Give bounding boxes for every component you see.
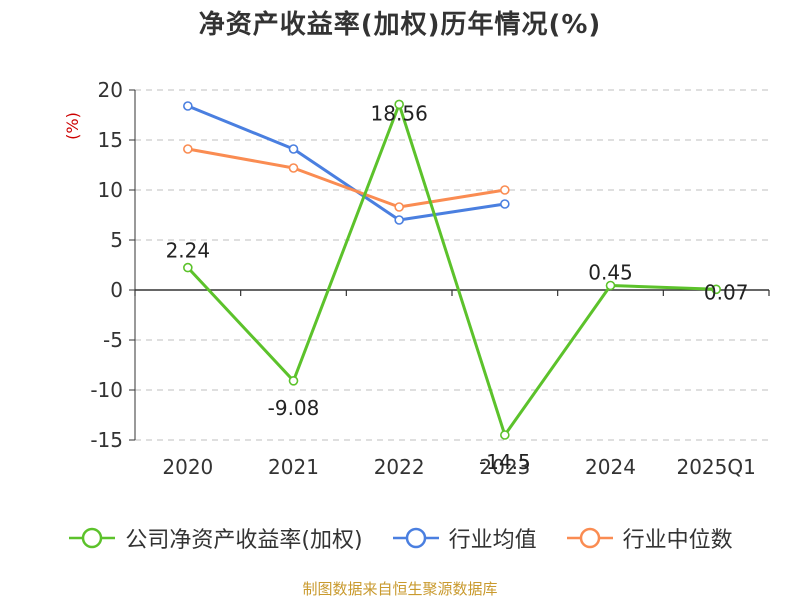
data-label: 0.07 [704, 280, 749, 304]
y-tick-label: -15 [90, 428, 123, 452]
data-point [500, 199, 510, 209]
x-tick-label: 2024 [585, 455, 636, 479]
series-line [187, 147, 506, 209]
data-point [500, 185, 510, 195]
y-tick-label: 20 [98, 78, 123, 102]
series-line [186, 102, 717, 437]
legend-line-marker-icon [392, 527, 439, 549]
data-label: -14.5 [479, 450, 531, 474]
data-point [394, 202, 404, 212]
y-tick-label: 5 [110, 228, 123, 252]
data-point [605, 280, 616, 291]
legend-item-industry-median[interactable]: 行业中位数 [565, 522, 733, 554]
data-label: -9.08 [268, 396, 320, 420]
data-point [288, 163, 299, 173]
legend-label: 公司净资产收益率(加权) [125, 528, 363, 553]
chart-legend: 公司净资产收益率(加权) 行业均值 行业中位数 [0, 520, 800, 556]
y-tick-label: -5 [103, 328, 123, 352]
x-tick-label: 2021 [268, 455, 319, 479]
y-tick-label: 0 [110, 278, 123, 302]
y-tick-label: 10 [98, 178, 123, 202]
legend-line-marker-icon [566, 527, 613, 549]
data-point [394, 99, 404, 110]
y-tick-label: 15 [98, 128, 123, 152]
legend-line-marker-icon [69, 527, 116, 549]
data-label: 0.45 [588, 261, 633, 285]
series-line [187, 104, 506, 222]
y-tick-label: -10 [90, 378, 123, 402]
data-point [288, 375, 299, 386]
chart-title: 净资产收益率(加权)历年情况(%) [198, 10, 602, 40]
data-point [183, 144, 193, 154]
data-label: 18.56 [371, 101, 428, 125]
data-point [500, 430, 510, 440]
data-point [288, 144, 299, 154]
legend-item-company-roe[interactable]: 公司净资产收益率(加权) [67, 522, 363, 554]
x-tick-label: 2025Q1 [676, 455, 755, 479]
y-axis-unit: (%) [63, 112, 82, 140]
legend-label: 行业均值 [448, 528, 537, 553]
data-point [183, 262, 193, 273]
data-point [394, 215, 404, 225]
data-label: 2.24 [166, 239, 211, 263]
x-tick-label: 2023 [479, 455, 530, 479]
data-point [183, 101, 193, 111]
x-tick-label: 2022 [374, 455, 425, 479]
legend-label: 行业中位数 [622, 528, 733, 553]
data-source-note: 制图数据来自恒生聚源数据库 [302, 580, 498, 598]
data-point [711, 284, 721, 295]
x-tick-label: 2020 [162, 455, 213, 479]
legend-item-industry-mean[interactable]: 行业均值 [391, 522, 537, 554]
